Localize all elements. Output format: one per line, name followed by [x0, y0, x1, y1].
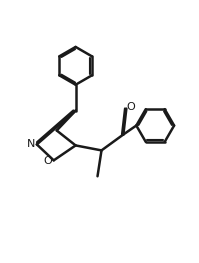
Text: O: O: [126, 102, 135, 112]
Text: N: N: [27, 139, 35, 149]
Text: O: O: [44, 156, 53, 166]
